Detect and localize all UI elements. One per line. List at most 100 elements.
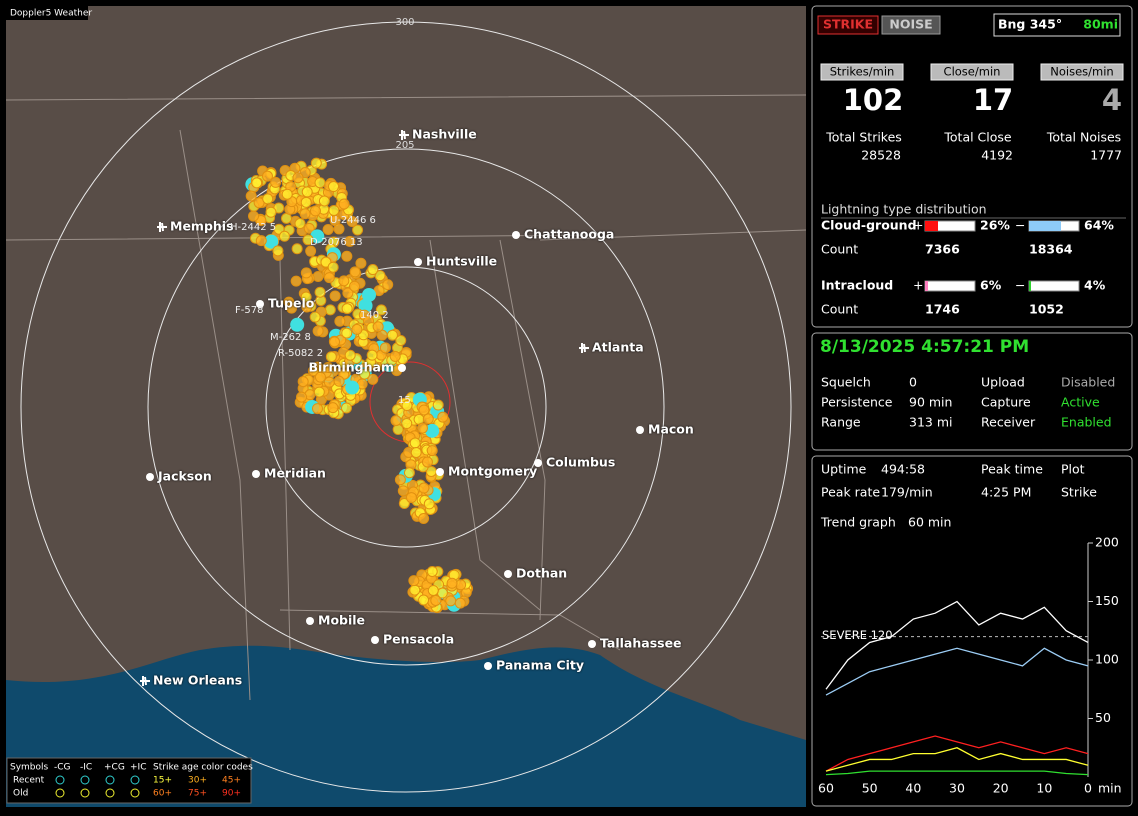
strike-symbol [329,336,341,348]
strike-symbol [303,222,315,234]
city-label: Nashville [412,127,477,142]
pct-label: 26% [980,218,1010,233]
legend-symbol [105,788,115,798]
x-tick-label: 20 [993,781,1009,796]
city-label: Meridian [264,466,326,481]
storm-tag: 15 [398,395,411,406]
city-label: Memphis [170,219,234,234]
count-label: Count [821,302,858,317]
noise-button[interactable]: NOISE [889,17,932,32]
strike-symbol [333,223,345,235]
pct-label: 64% [1084,218,1114,233]
strike-symbol [314,286,326,298]
strike-symbol [338,275,350,287]
strike-symbol [397,485,409,497]
x-tick-label: 50 [862,781,878,796]
strike-button[interactable]: STRIKE [823,17,873,32]
strike-symbol [410,446,422,458]
strike-symbol [426,565,438,577]
city-dot [256,300,264,308]
strike-symbol [366,349,378,361]
strike-symbol [307,365,319,377]
city-label: Huntsville [426,254,497,269]
total-value: 4192 [981,148,1013,163]
setting-value: Disabled [1061,375,1115,390]
legend-header: -IC [80,763,92,773]
city-label: Birmingham [309,360,395,375]
strike-symbol [352,224,364,236]
city-dot [636,426,644,434]
rate-header: Noises/min [1050,65,1113,79]
strike-symbol [322,223,334,235]
strike-symbol [318,195,330,207]
setting-label: Capture [981,395,1031,410]
pct-track [1028,280,1080,292]
city-dot [398,364,406,372]
y-tick-label: 50 [1095,710,1111,725]
datetime: 8/13/2025 4:57:21 PM [820,337,1029,357]
setting-label: Receiver [981,415,1036,430]
count: 1746 [925,302,960,317]
strike-symbol [341,250,353,262]
strike-symbol [324,304,336,316]
strike-symbol [346,216,358,228]
strike-symbol [409,437,421,449]
strike-symbol [305,245,317,257]
strike-symbol [278,230,290,242]
strike-symbol [437,411,449,423]
rate-header-box [1040,63,1124,81]
strike-symbol [401,418,413,430]
strike-symbol [401,400,413,412]
strike-symbol [310,157,322,169]
value: 60 min [908,515,951,530]
strike-symbol [329,290,341,302]
city-dot [512,231,520,239]
trend-line [825,647,1089,696]
city-dot [534,459,542,467]
strike-symbol [367,373,379,385]
strike-symbol [379,342,391,354]
pct-bar [925,221,938,231]
city-dot [146,473,154,481]
city-label: New Orleans [153,673,242,688]
strike-symbol [262,193,274,205]
legend-header: -CG [54,763,71,773]
legend-age: 45+ [222,776,241,786]
strike-symbol [427,585,439,597]
strike-symbol [390,415,402,427]
distribution-title: Lightning type distribution [821,202,987,217]
city-dot [371,636,379,644]
legend-age: 60+ [153,789,172,799]
strike-symbol [334,315,346,327]
label: Peak rate [821,485,880,500]
setting-value: 0 [909,375,917,390]
label: Plot [1061,462,1085,477]
strike-symbol [333,375,345,387]
total-label: Total Strikes [825,130,902,145]
legend-age: 90+ [222,789,241,799]
x-tick-label: 10 [1036,781,1052,796]
strike-symbol [422,413,434,425]
strike-symbol [313,386,325,398]
city-label: Tallahassee [600,636,682,651]
total-label: Total Close [943,130,1012,145]
strike-symbol [283,296,295,308]
strike-symbol [416,422,428,434]
city-label: Macon [648,422,694,437]
strike-symbol [270,176,282,188]
storm-tag: U-2446 6 [330,215,376,226]
strike-symbol [300,267,312,279]
strike-symbol [344,349,356,361]
pct-label: 4% [1084,278,1106,293]
city-label: Chattanooga [524,227,614,242]
strike-symbol [375,304,387,316]
strike-symbol [351,323,363,335]
strike-symbol [418,594,430,606]
strike-symbol [323,272,335,284]
x-tick-label: 0 [1084,781,1092,796]
strike-symbol [409,584,421,596]
legend-age: 15+ [153,776,172,786]
map-legend: Symbols -CG -IC +CG +IC Strike age color code… [6,757,253,804]
sign: − [1015,218,1025,233]
strike-symbol [251,177,263,189]
